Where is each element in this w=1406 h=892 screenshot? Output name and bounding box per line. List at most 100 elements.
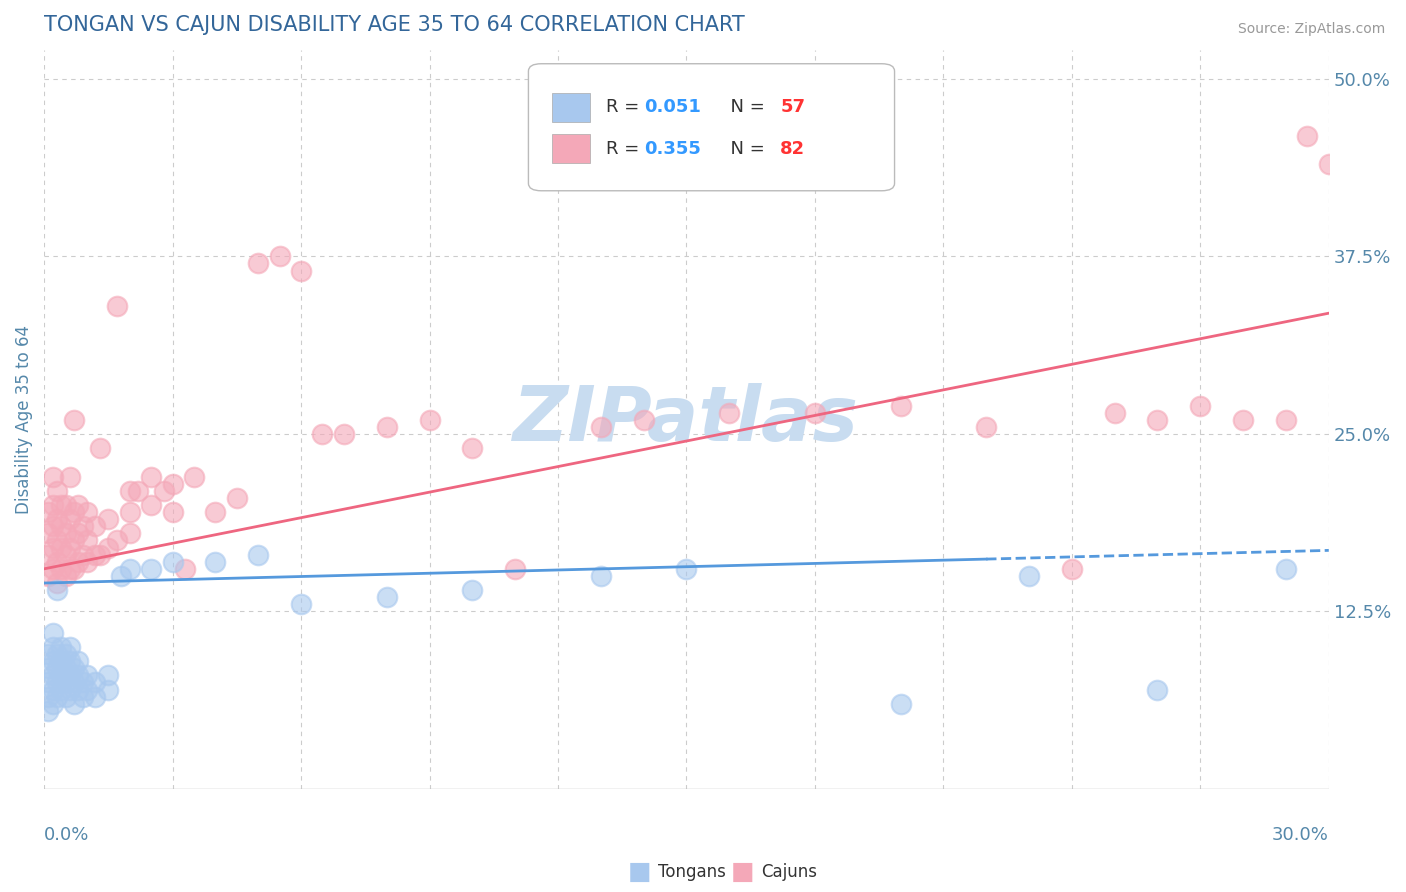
Point: [290, 263, 312, 277]
Point: [76, 533, 98, 548]
Point: [55, 647, 77, 661]
Point: [59, 562, 82, 576]
Point: [63, 562, 86, 576]
Point: [67, 498, 90, 512]
Text: 0.0%: 0.0%: [44, 826, 90, 844]
Point: [247, 548, 270, 562]
Point: [37, 704, 59, 718]
Point: [41, 697, 63, 711]
Point: [311, 426, 333, 441]
Point: [41, 682, 63, 697]
Point: [127, 483, 149, 498]
Text: Tongans: Tongans: [658, 863, 725, 881]
Text: R =: R =: [606, 140, 644, 158]
Point: [461, 441, 484, 455]
Text: 82: 82: [780, 140, 806, 158]
Point: [204, 555, 226, 569]
Point: [118, 526, 141, 541]
FancyBboxPatch shape: [529, 63, 894, 191]
Point: [1296, 128, 1319, 143]
Point: [46, 690, 69, 704]
Point: [890, 399, 912, 413]
Text: Source: ZipAtlas.com: Source: ZipAtlas.com: [1237, 22, 1385, 37]
Point: [55, 498, 77, 512]
Point: [141, 562, 163, 576]
Point: [162, 505, 184, 519]
Point: [41, 541, 63, 555]
Point: [1275, 562, 1298, 576]
Point: [89, 441, 111, 455]
Point: [1232, 413, 1254, 427]
Point: [46, 483, 69, 498]
Point: [46, 661, 69, 675]
Point: [72, 519, 94, 533]
Point: [375, 591, 398, 605]
Bar: [551, 134, 591, 163]
Point: [63, 675, 86, 690]
Point: [105, 299, 128, 313]
Point: [37, 690, 59, 704]
Text: 0.355: 0.355: [644, 140, 702, 158]
Point: [974, 419, 997, 434]
Point: [37, 526, 59, 541]
Point: [97, 512, 120, 526]
Point: [118, 562, 141, 576]
Point: [110, 569, 132, 583]
Point: [118, 483, 141, 498]
Point: [59, 682, 82, 697]
Point: [37, 647, 59, 661]
Point: [37, 505, 59, 519]
Point: [55, 526, 77, 541]
Point: [375, 419, 398, 434]
Point: [105, 533, 128, 548]
Text: ■: ■: [731, 861, 754, 884]
Point: [59, 512, 82, 526]
Point: [503, 562, 526, 576]
Text: R =: R =: [606, 98, 644, 116]
Point: [76, 555, 98, 569]
Point: [97, 682, 120, 697]
Point: [46, 512, 69, 526]
Point: [290, 598, 312, 612]
Point: [59, 469, 82, 483]
Point: [890, 697, 912, 711]
Point: [51, 498, 73, 512]
Text: N =: N =: [718, 140, 770, 158]
Point: [67, 555, 90, 569]
Point: [1317, 157, 1340, 171]
Point: [41, 498, 63, 512]
Point: [63, 413, 86, 427]
Point: [37, 569, 59, 583]
Point: [55, 690, 77, 704]
Point: [633, 413, 655, 427]
Point: [1018, 569, 1040, 583]
Point: [1146, 682, 1168, 697]
Text: 0.051: 0.051: [644, 98, 702, 116]
Point: [46, 583, 69, 598]
Point: [804, 406, 827, 420]
Point: [97, 541, 120, 555]
Point: [59, 640, 82, 654]
Text: 57: 57: [780, 98, 806, 116]
Text: ■: ■: [628, 861, 651, 884]
Point: [247, 256, 270, 270]
Text: 30.0%: 30.0%: [1272, 826, 1329, 844]
Point: [1275, 413, 1298, 427]
Point: [461, 583, 484, 598]
Point: [37, 675, 59, 690]
Point: [67, 654, 90, 668]
Point: [589, 419, 612, 434]
Point: [41, 668, 63, 682]
Point: [718, 406, 741, 420]
Point: [51, 682, 73, 697]
Y-axis label: Disability Age 35 to 64: Disability Age 35 to 64: [15, 326, 32, 514]
Point: [225, 491, 247, 505]
Point: [76, 668, 98, 682]
Point: [51, 640, 73, 654]
Point: [55, 548, 77, 562]
Point: [162, 555, 184, 569]
Point: [51, 541, 73, 555]
Point: [72, 675, 94, 690]
Point: [63, 697, 86, 711]
Point: [63, 661, 86, 675]
